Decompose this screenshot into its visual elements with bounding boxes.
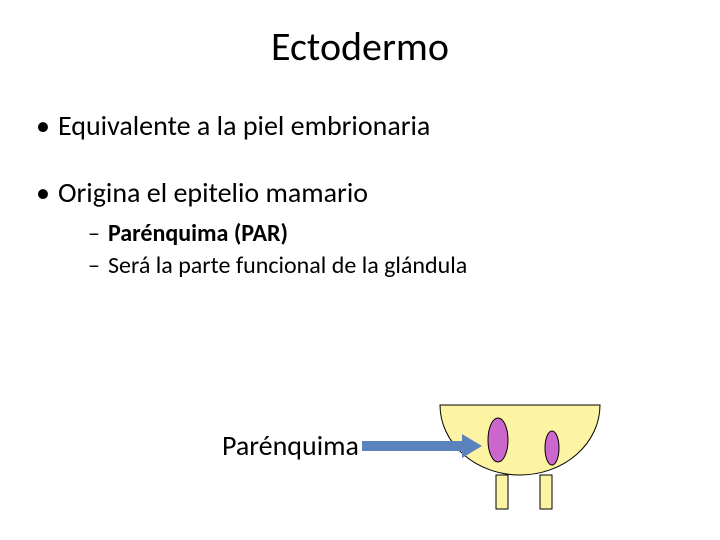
- oval-1: [488, 418, 508, 462]
- bullet-2-text: Origina el epitelio mamario: [58, 175, 368, 210]
- leg-2: [540, 475, 552, 509]
- bullet-dot-icon: •: [36, 175, 58, 210]
- bullet-1: •Equivalente a la piel embrionaria: [36, 108, 676, 143]
- bullet-dot-icon: •: [36, 108, 58, 143]
- subbullet-2: –Será la parte funcional de la glándula: [88, 250, 676, 282]
- oval-2: [545, 431, 559, 465]
- diagram-label: Parénquima: [222, 428, 359, 463]
- subbullet-group: –Parénquima (PAR) –Será la parte funcion…: [88, 218, 676, 283]
- dash-icon: –: [88, 250, 108, 282]
- slide-title: Ectodermo: [0, 22, 720, 71]
- diagram-svg: [340, 330, 620, 520]
- subbullet-1-text: Parénquima (PAR): [108, 219, 288, 248]
- bullet-list: •Equivalente a la piel embrionaria •Orig…: [36, 108, 676, 283]
- subbullet-2-text: Será la parte funcional de la glándula: [108, 251, 467, 280]
- bullet-2: •Origina el epitelio mamario: [36, 175, 676, 210]
- leg-1: [496, 475, 508, 509]
- bullet-1-text: Equivalente a la piel embrionaria: [58, 108, 430, 143]
- subbullet-1: –Parénquima (PAR): [88, 218, 676, 250]
- slide: Ectodermo •Equivalente a la piel embrion…: [0, 0, 720, 540]
- dash-icon: –: [88, 218, 108, 250]
